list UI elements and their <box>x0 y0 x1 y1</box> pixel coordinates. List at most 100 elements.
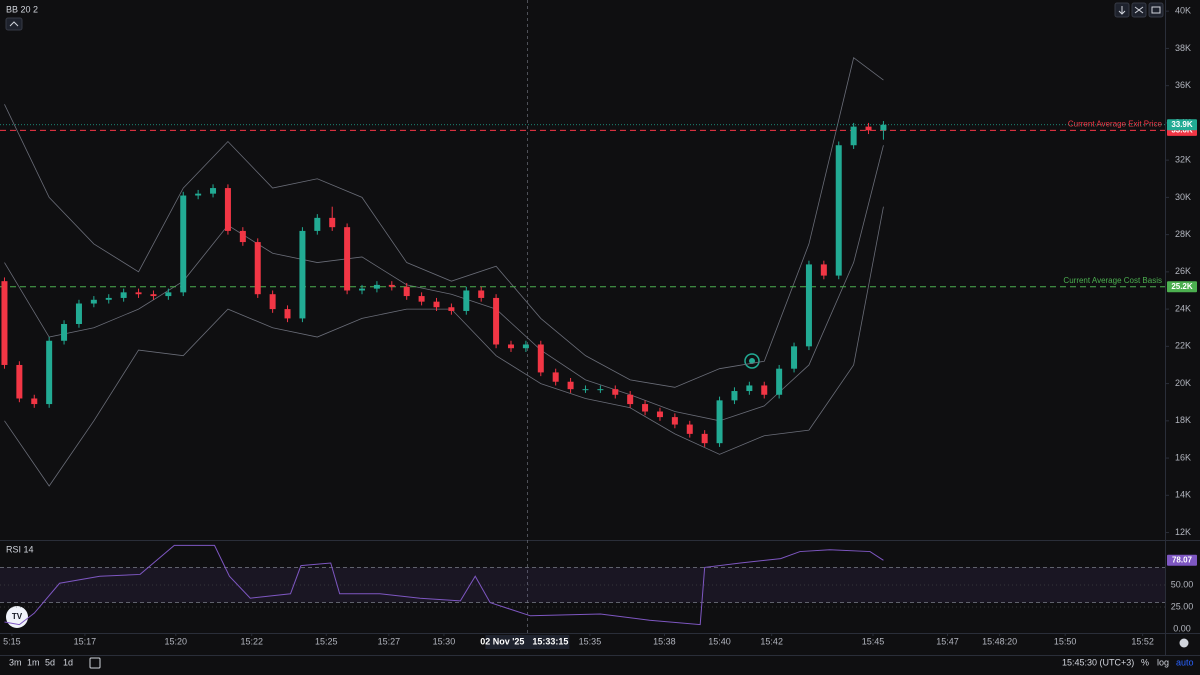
y-tick-label: 14K <box>1175 490 1191 500</box>
last-price-label: 33.9K <box>1171 120 1193 129</box>
clock: 15:45:30 (UTC+3) <box>1062 657 1134 667</box>
settings-icon <box>1179 638 1189 648</box>
rsi-value-label: 78.07 <box>1172 555 1193 564</box>
icon <box>1134 6 1144 14</box>
y-tick-label: 18K <box>1175 415 1191 425</box>
timeframe-button[interactable]: 1d <box>63 657 73 667</box>
auto-toggle[interactable]: auto <box>1176 657 1194 667</box>
log-toggle[interactable]: log <box>1157 657 1169 667</box>
candle-body <box>299 230 306 319</box>
last-price-tag <box>1167 119 1197 131</box>
rsi-value-tag <box>1167 554 1197 566</box>
logo[interactable]: TV <box>6 606 28 628</box>
candle-body <box>731 391 738 401</box>
timeframe-button[interactable]: 1m <box>27 657 40 667</box>
x-tick-label: 15:47 <box>936 636 959 646</box>
candle-body <box>582 389 589 391</box>
candle-body <box>239 230 246 243</box>
candle-body <box>805 264 812 347</box>
collapse-button[interactable] <box>5 17 23 31</box>
x-tick-label: 15:35 <box>579 636 602 646</box>
x-tick-label: 15:27 <box>378 636 401 646</box>
x-tick-label: 15:22 <box>241 636 264 646</box>
maximize-button[interactable] <box>1148 2 1164 18</box>
candle-body <box>850 126 857 146</box>
candle-body <box>761 385 768 395</box>
candle-body <box>642 404 649 412</box>
candle-body <box>359 288 366 291</box>
rsi-band <box>0 567 1165 603</box>
candle-body <box>463 290 470 311</box>
candle-body <box>135 292 142 295</box>
candle-body <box>522 344 529 349</box>
crosshair-label-box <box>485 635 570 649</box>
x-tick-label: 15:45 <box>862 636 885 646</box>
candle-body <box>284 309 291 319</box>
candle-body <box>1 281 8 365</box>
candle-body <box>269 294 276 310</box>
marker-dot <box>749 358 755 364</box>
candle-body <box>16 364 23 399</box>
price-line-label: Current Average Cost Basis <box>1063 276 1162 285</box>
x-tick-label: 15:40 <box>708 636 731 646</box>
y-tick-label: 26K <box>1175 266 1191 276</box>
crosshair-time: 15:33:15 <box>532 636 568 646</box>
candle-body <box>210 188 217 194</box>
candle-body <box>314 217 321 231</box>
price-line-label: Current Average Exit Price <box>1068 119 1163 128</box>
x-tick-label: 15:30 <box>433 636 456 646</box>
y-tick-label: 20K <box>1175 378 1191 388</box>
timeframe-button[interactable]: 3m <box>9 657 22 667</box>
candle-body <box>671 417 678 425</box>
candle-body <box>224 188 231 231</box>
x-tick-label: 15:25 <box>315 636 338 646</box>
x-tick-label: 15:42 <box>760 636 783 646</box>
timeframe-button[interactable]: 5d <box>45 657 55 667</box>
candle-body <box>180 195 187 293</box>
rsi-title: RSI 14 <box>6 544 34 554</box>
x-tick-label: 15:20 <box>165 636 188 646</box>
x-tick-label: 15:38 <box>653 636 676 646</box>
y-tick-label: 16K <box>1175 452 1191 462</box>
price-tag <box>1167 281 1197 293</box>
rsi-line <box>4 544 884 626</box>
candle-body <box>448 307 455 311</box>
y-tick-label: 28K <box>1175 229 1191 239</box>
y-tick-label: 38K <box>1175 43 1191 53</box>
y-tick-label: 36K <box>1175 80 1191 90</box>
rsi-tick-label: 25.00 <box>1171 601 1194 611</box>
rsi-tick-label: 50.00 <box>1171 579 1194 589</box>
candle-body <box>686 424 693 434</box>
candle-body <box>835 145 842 276</box>
candle-body <box>90 299 97 304</box>
percent-toggle[interactable]: % <box>1141 657 1149 667</box>
band-upper <box>4 57 884 388</box>
logo-text: TV <box>12 612 23 621</box>
date-range-icon[interactable] <box>89 657 101 669</box>
collapse-icon <box>9 21 19 27</box>
candle-body <box>31 398 38 405</box>
candle-body <box>791 346 798 369</box>
pane-buttons <box>1114 2 1164 18</box>
y-tick-label: 40K <box>1175 6 1191 16</box>
candle-body <box>105 297 112 300</box>
candle-body <box>373 284 380 289</box>
x-tick-label: 15:48:20 <box>982 636 1017 646</box>
candle-body <box>388 284 395 287</box>
candle-body <box>507 344 514 349</box>
candle-body <box>344 227 351 291</box>
candle-body <box>75 303 82 324</box>
candle-body <box>254 242 261 295</box>
x-tick-label: 15:17 <box>74 636 97 646</box>
crosshair-date: 02 Nov '25 <box>480 636 524 646</box>
candle-body <box>746 385 753 392</box>
trade-marker[interactable] <box>744 353 760 369</box>
price-tag-label: 25.2K <box>1171 282 1193 291</box>
rsi-tick-label: 0.00 <box>1173 623 1191 633</box>
candle-body <box>701 433 708 444</box>
band-middle <box>4 145 884 422</box>
y-tick-label: 30K <box>1175 192 1191 202</box>
x-tick-label: 5:15 <box>3 636 21 646</box>
y-tick-label: 32K <box>1175 155 1191 165</box>
